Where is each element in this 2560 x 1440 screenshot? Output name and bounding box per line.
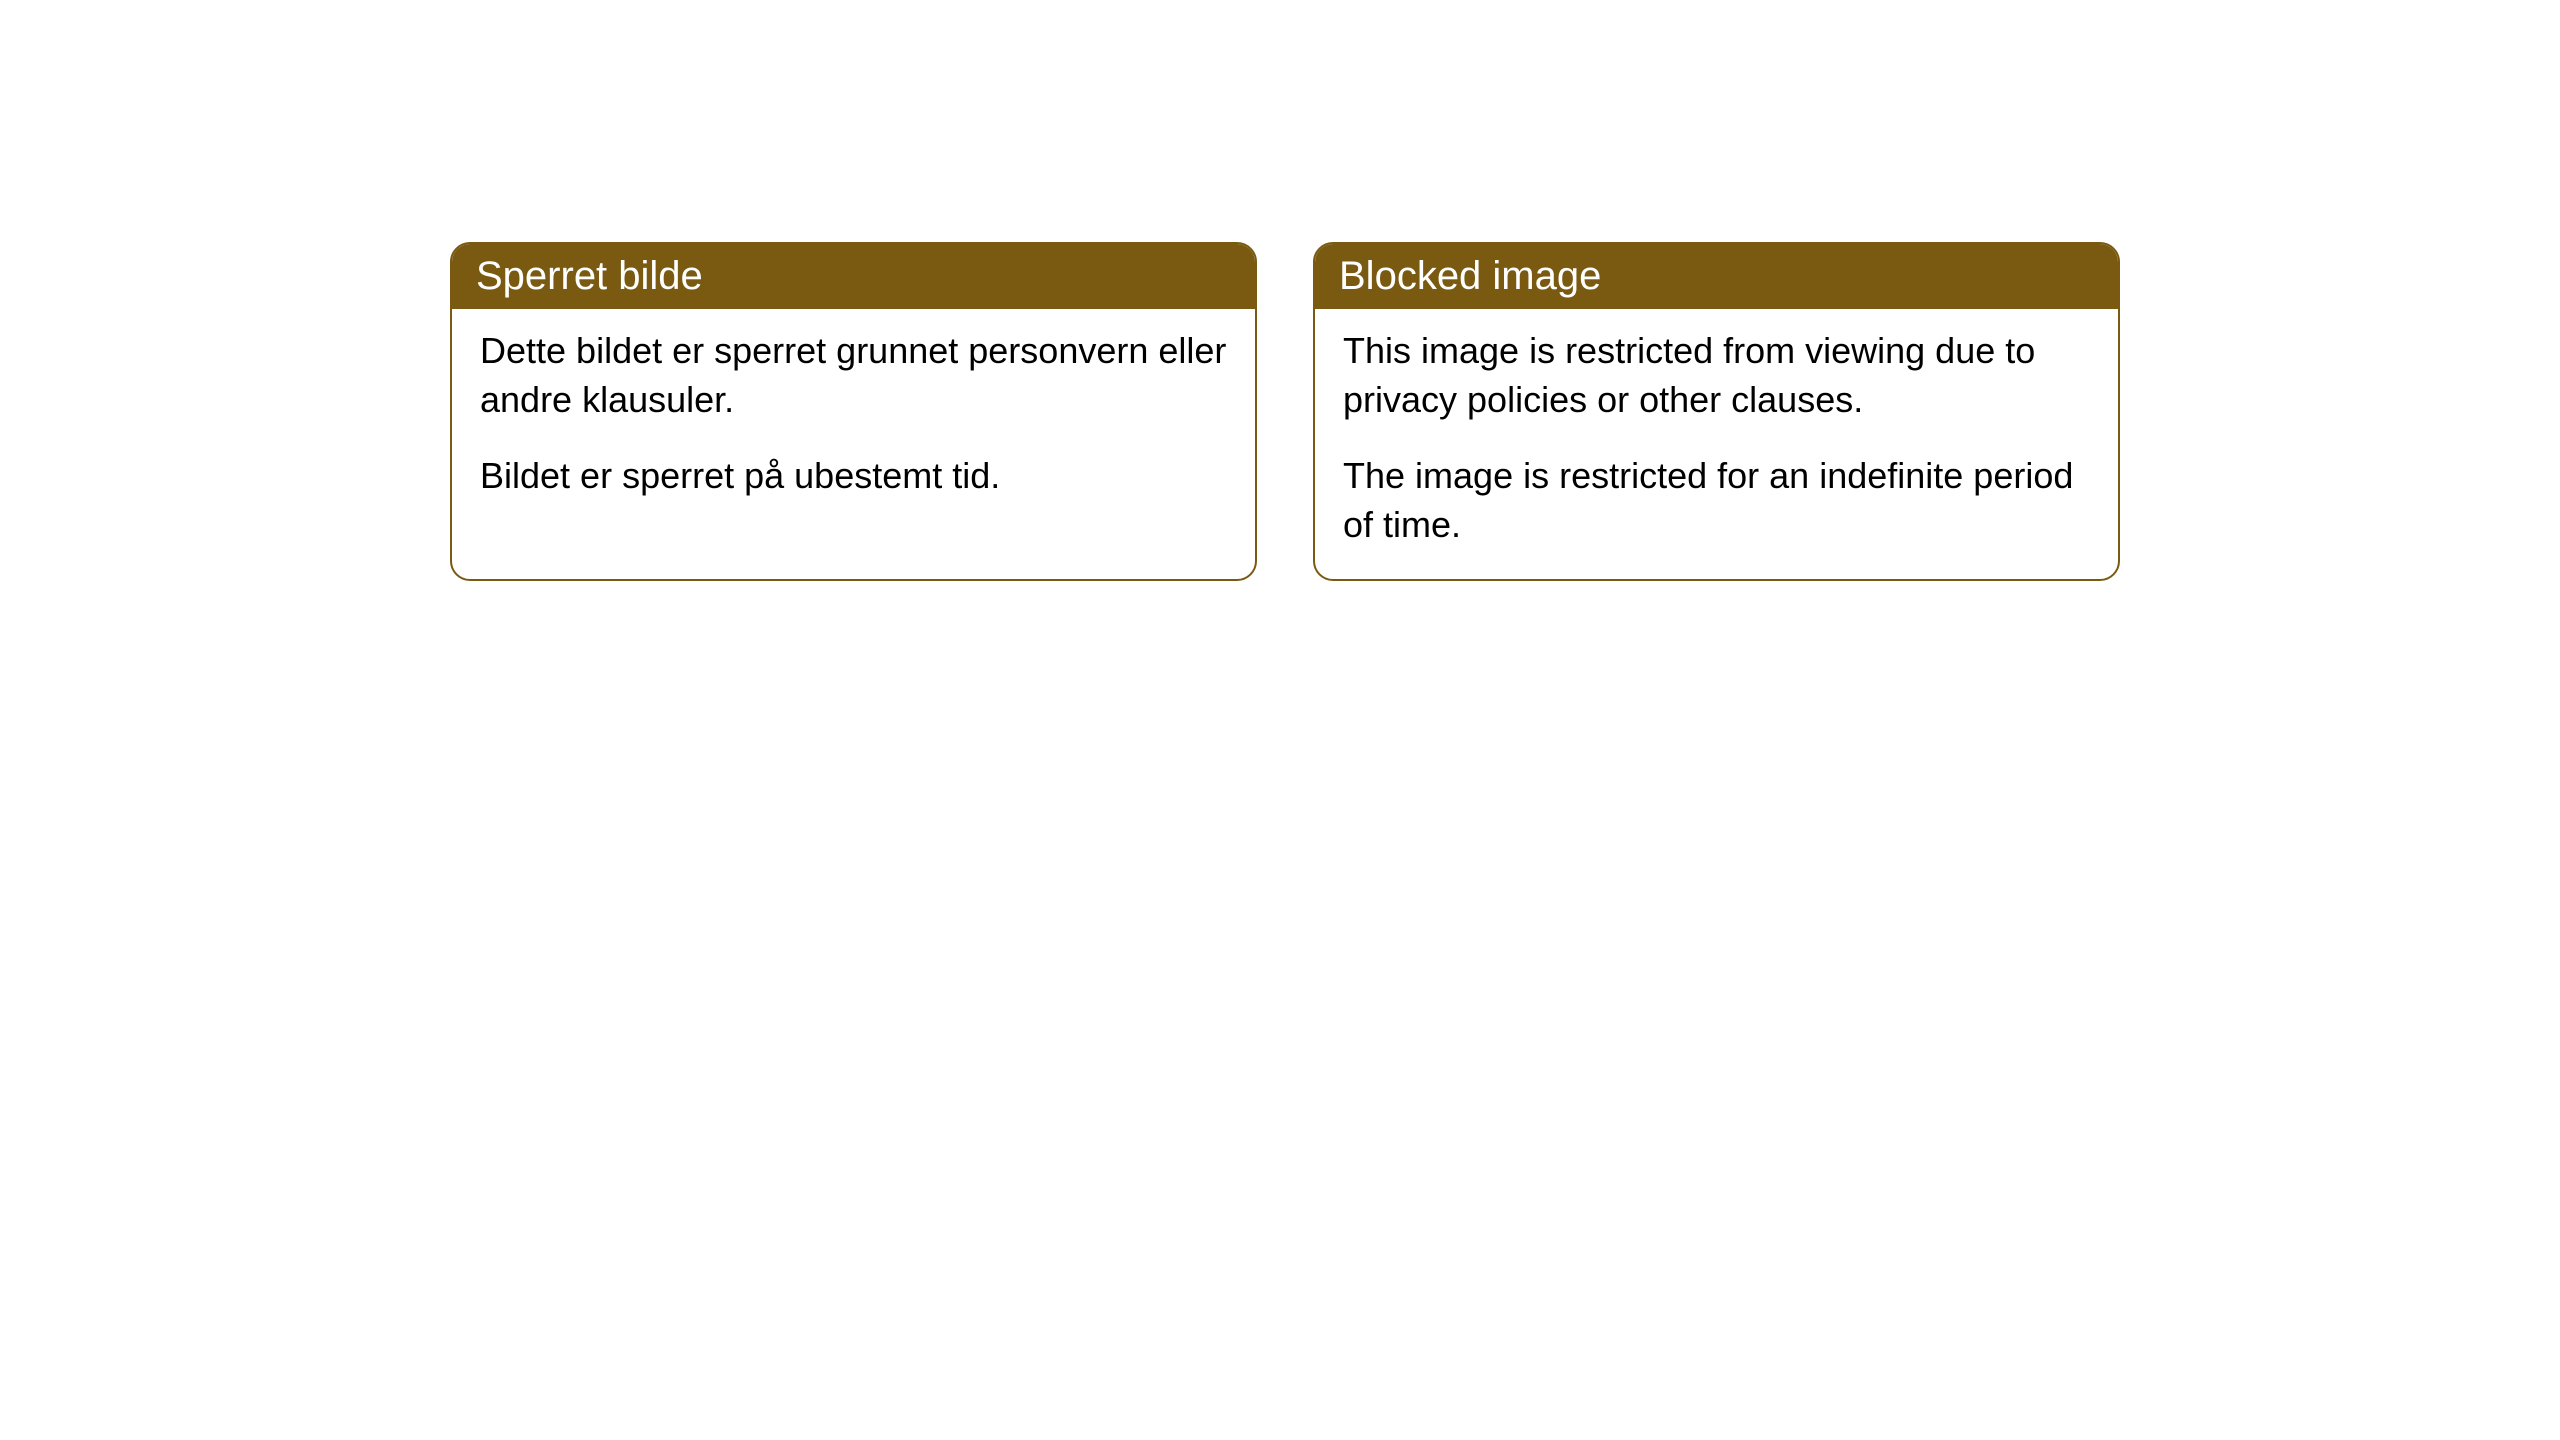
cards-container: Sperret bilde Dette bildet er sperret gr… (450, 242, 2120, 581)
card-paragraph-1: This image is restricted from viewing du… (1343, 327, 2090, 424)
card-body-english: This image is restricted from viewing du… (1315, 309, 2118, 579)
blocked-image-card-norwegian: Sperret bilde Dette bildet er sperret gr… (450, 242, 1257, 581)
card-header-english: Blocked image (1315, 244, 2118, 309)
card-header-norwegian: Sperret bilde (452, 244, 1255, 309)
card-paragraph-1: Dette bildet er sperret grunnet personve… (480, 327, 1227, 424)
card-title: Sperret bilde (476, 254, 703, 298)
card-body-norwegian: Dette bildet er sperret grunnet personve… (452, 309, 1255, 531)
card-title: Blocked image (1339, 254, 1601, 298)
blocked-image-card-english: Blocked image This image is restricted f… (1313, 242, 2120, 581)
card-paragraph-2: The image is restricted for an indefinit… (1343, 452, 2090, 549)
card-paragraph-2: Bildet er sperret på ubestemt tid. (480, 452, 1227, 501)
